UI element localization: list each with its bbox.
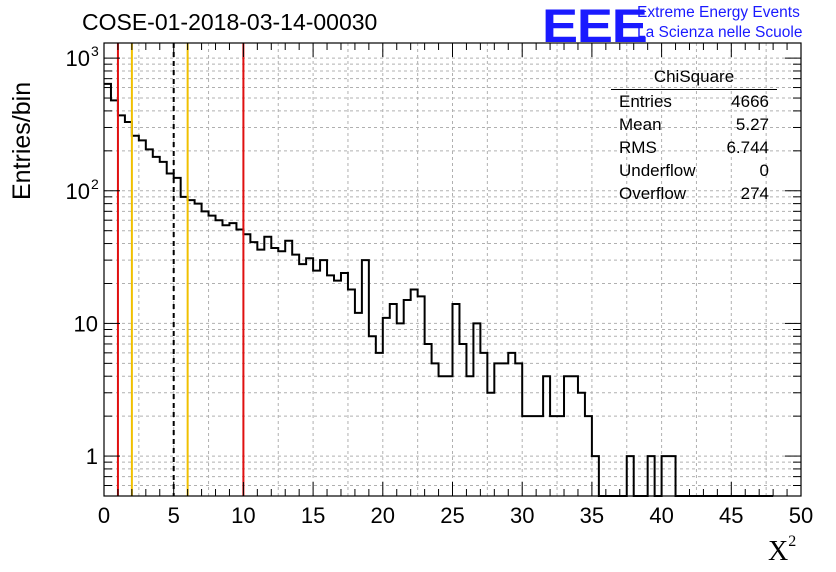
stats-label: Entries <box>619 92 672 111</box>
eee-logo: EEE <box>542 0 648 52</box>
y-tick-label: 10 <box>66 46 90 71</box>
x-tick-label: 30 <box>510 503 534 528</box>
logo-subtitle-line1: Extreme Energy Events <box>637 4 800 21</box>
stats-box-title: ChiSquare <box>611 66 777 90</box>
x-axis-label-base: X <box>768 536 789 567</box>
y-tick-label-exponent: 3 <box>91 43 99 59</box>
x-tick-label: 5 <box>168 503 180 528</box>
y-tick-label: 10 <box>66 179 90 204</box>
y-axis-label: Entries/bin <box>8 81 36 200</box>
x-axis-label: X2 <box>768 532 797 568</box>
stats-value: 6.744 <box>726 138 769 157</box>
x-tick-label: 20 <box>371 503 395 528</box>
stats-label: Mean <box>619 115 662 134</box>
stats-label: Underflow <box>619 161 696 180</box>
stats-label: Overflow <box>619 184 687 203</box>
x-tick-label: 45 <box>719 503 743 528</box>
chart-title: COSE-01-2018-03-14-00030 <box>82 9 378 35</box>
x-axis-label-sup: 2 <box>788 532 797 550</box>
stats-row-rms: RMS 6.744 <box>611 136 777 159</box>
x-tick-label: 40 <box>649 503 673 528</box>
stats-row-underflow: Underflow 0 <box>611 159 777 182</box>
stats-row-overflow: Overflow 274 <box>611 182 777 205</box>
x-tick-label: 50 <box>789 503 813 528</box>
x-tick-label: 15 <box>301 503 325 528</box>
stats-row-entries: Entries 4666 <box>611 90 777 113</box>
y-tick-label: 10 <box>74 311 98 336</box>
stats-value: 4666 <box>731 92 769 111</box>
x-tick-label: 0 <box>98 503 110 528</box>
stats-row-mean: Mean 5.27 <box>611 113 777 136</box>
x-tick-label: 35 <box>580 503 604 528</box>
stats-value: 5.27 <box>735 115 769 134</box>
stats-value: 0 <box>759 161 769 180</box>
stats-box: ChiSquare Entries 4666 Mean 5.27 RMS 6.7… <box>611 66 777 205</box>
x-tick-label: 10 <box>231 503 255 528</box>
x-tick-label: 25 <box>440 503 464 528</box>
y-tick-label: 1 <box>86 444 98 469</box>
stats-value: 274 <box>740 184 769 203</box>
logo-subtitle-line2: La Scienza nelle Scuole <box>637 24 803 41</box>
y-tick-label-exponent: 2 <box>91 176 99 192</box>
stats-label: RMS <box>619 138 657 157</box>
